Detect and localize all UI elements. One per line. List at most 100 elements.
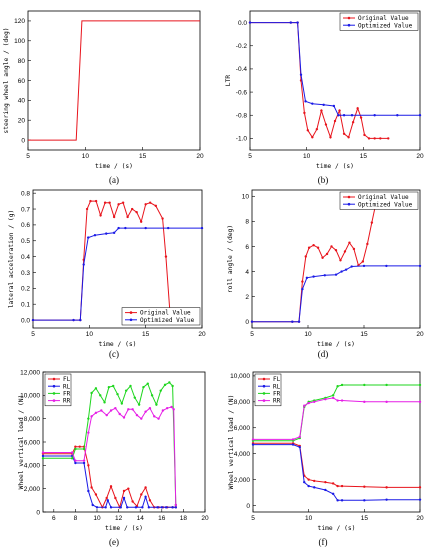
data-point [93,234,97,237]
data-point [144,203,147,206]
data-point [90,486,93,489]
data-point [307,246,311,249]
data-point [167,226,170,230]
data-point [331,394,335,397]
y-tick-label: 120 [14,18,25,25]
data-point [334,273,338,276]
x-tick-label: 6 [52,515,56,522]
data-point [385,498,388,501]
y-tick-label: 0.6 [21,222,30,229]
panel-label: (b) [318,175,329,185]
y-tick-label: 0.4 [21,254,30,261]
data-point [385,383,388,387]
data-point [148,406,152,410]
data-point [363,383,366,387]
data-point [373,137,376,140]
legend-entry: FL [63,376,71,383]
series-rr [251,396,422,441]
series-original-value [250,195,379,323]
data-point [112,384,115,388]
series-fr [41,381,178,507]
data-point [324,480,327,484]
data-point [87,417,90,420]
data-point [418,383,422,387]
series-optimized-value [248,21,422,117]
data-point [168,381,171,384]
data-point [299,73,303,76]
data-point [340,399,344,402]
data-point [114,406,117,410]
legend-entry: FL [273,376,281,383]
data-point [332,104,336,108]
data-point [146,382,149,385]
data-point [248,21,252,24]
data-point [313,486,316,489]
data-point [296,21,299,24]
data-point [313,400,316,404]
y-tick-label: 2 [245,294,249,301]
data-point [147,506,151,509]
data-point [85,207,89,211]
legend-entry: RR [63,398,71,405]
data-point [297,320,301,323]
data-point [133,396,136,399]
data-point [72,318,75,322]
data-point [336,399,339,402]
series-rl [251,443,422,502]
data-point [363,485,366,488]
data-point [94,493,98,496]
data-point [129,384,132,388]
data-point [114,496,117,500]
data-point [350,265,353,268]
data-point [363,133,366,137]
y-tick-label: 10 [242,194,250,201]
x-tick-label: 16 [158,515,166,522]
y-tick-label: -0.8 [236,113,248,120]
x-tick-label: 5 [248,153,252,160]
data-point [94,199,98,203]
data-point [307,401,310,405]
panel-label: (d) [318,349,329,359]
x-tick-label: 12 [115,515,123,522]
legend-entry: FR [273,391,281,398]
data-point [87,236,90,239]
y-tick-label: -0.2 [236,43,248,50]
panel-a: 5 10 15 20 0 20 40 60 80 100 120 time / (s) steering… [3,10,204,170]
x-tick-label: 10 [93,515,101,522]
y-tick-label: 80 [18,58,26,65]
data-point [41,451,45,454]
data-point [418,114,422,117]
data-point [127,408,130,411]
data-point [107,385,111,389]
legend-entry: Optimized Value [358,22,413,29]
y-tick-label: 0.0 [238,20,247,27]
plot-frame [251,189,421,329]
legend-marker [262,384,266,388]
x-tick-label: 15 [361,515,369,522]
data-point [74,459,77,462]
data-point [340,383,344,387]
data-point [291,443,295,446]
data-point [157,417,160,420]
data-point [100,409,103,412]
data-point [329,136,332,139]
series-rl [41,454,178,509]
legend-marker [52,384,56,388]
y-tick-label: 4,000 [24,463,41,470]
panel-f: 5 10 15 20 0 2,000 4,000 6,000 8,000 10,000 time /… [228,371,424,532]
data-point [159,389,162,392]
data-point [351,121,355,124]
y-tick-label: 0.7 [21,206,30,213]
series-line [43,406,177,506]
data-point [70,451,74,454]
data-point [112,231,116,235]
data-point [82,461,86,465]
y-tick-label: 0.1 [21,302,30,309]
data-point [126,506,129,509]
series-original-value [248,21,390,140]
data-point [82,263,85,266]
data-point [362,264,366,268]
x-axis-label: time / (s) [318,525,356,532]
data-point [89,199,92,203]
